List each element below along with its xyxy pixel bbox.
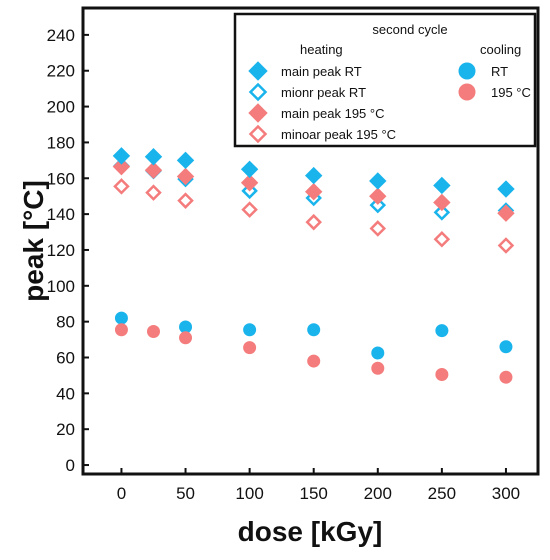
legend-label: minoar peak 195 °C: [281, 127, 396, 142]
y-tick-label: 80: [56, 313, 75, 332]
data-point: [305, 213, 322, 231]
legend-label: main peak 195 °C: [281, 106, 384, 121]
data-point: [112, 147, 131, 165]
data-point: [433, 193, 451, 212]
x-axis-title: dose [kGy]: [238, 516, 383, 547]
data-point: [243, 323, 257, 337]
data-point: [179, 320, 193, 334]
y-tick-label: 240: [47, 26, 75, 45]
data-point: [499, 340, 513, 354]
legend-label: main peak RT: [281, 64, 362, 79]
y-tick-label: 120: [47, 241, 75, 260]
data-point: [304, 166, 323, 185]
data-point: [240, 174, 259, 192]
data-point: [433, 204, 451, 221]
y-tick-label: 100: [47, 277, 75, 296]
data-point: [499, 370, 513, 384]
data-point: [497, 204, 515, 222]
data-point: [177, 192, 194, 209]
data-point: [433, 230, 451, 248]
plot-frame: [81, 6, 540, 476]
data-point: [304, 183, 323, 201]
data-point: [146, 325, 160, 339]
y-tick-label: 140: [47, 205, 75, 224]
data-point: [307, 354, 321, 368]
data-point: [371, 346, 385, 360]
data-point: [369, 220, 387, 237]
data-point: [243, 341, 257, 355]
y-tick-labels: 0 20 40 60 80 100 120 140 160 180 200 220 240: [47, 26, 75, 475]
legend-marker: [248, 103, 268, 123]
data-point: [176, 151, 195, 170]
x-tick-labels: 0 50 100 150 200 250 300: [117, 484, 520, 503]
data-point: [435, 368, 449, 382]
legend-marker: [248, 82, 268, 102]
legend-heating-header: heating: [300, 42, 343, 57]
y-tick-label: 220: [47, 62, 75, 81]
y-tick-label: 200: [47, 98, 75, 117]
data-point: [307, 323, 321, 337]
x-tick-label: 100: [235, 484, 263, 503]
x-tick-label: 250: [428, 484, 456, 503]
legend-cooling-header: cooling: [480, 42, 521, 57]
legend-box: [233, 12, 537, 148]
y-axis-title: peak [°C]: [18, 180, 49, 302]
legend-marker: [248, 124, 268, 144]
data-point: [114, 323, 128, 337]
x-tick-label: 200: [364, 484, 392, 503]
data-point: [145, 184, 162, 201]
legend: second cycle heating cooling main peak R…: [233, 12, 537, 148]
legend-marker: [458, 62, 476, 80]
y-tick-label: 160: [47, 169, 75, 188]
data-point: [369, 196, 387, 214]
y-tick-label: 0: [66, 456, 75, 475]
data-point: [112, 157, 131, 176]
data-point: [497, 180, 515, 198]
data-point: [241, 182, 258, 200]
data-point: [433, 176, 451, 195]
legend-marker: [458, 83, 476, 101]
x-tick-label: 0: [117, 484, 126, 503]
x-tick-label: 300: [492, 484, 520, 503]
legend-label: 195 °C: [491, 85, 531, 100]
legend-title: second cycle: [372, 22, 447, 37]
data-point: [369, 172, 387, 190]
legend-marker: [248, 61, 268, 81]
data-point: [369, 187, 387, 205]
legend-label: RT: [491, 64, 508, 79]
y-tick-label: 60: [56, 349, 75, 368]
data-point: [371, 361, 385, 375]
legend-entries: main peak RT mionr peak RT main peak 195 °…: [248, 61, 531, 144]
y-tick-label: 180: [47, 133, 75, 152]
data-point: [114, 311, 128, 325]
data-point: [435, 324, 449, 338]
y-tick-label: 40: [56, 384, 75, 403]
data-markers: [112, 147, 515, 384]
x-tick-label: 150: [300, 484, 328, 503]
data-point: [113, 178, 130, 195]
data-point: [144, 161, 163, 179]
x-tick-label: 50: [176, 484, 195, 503]
y-tick-label: 20: [56, 420, 75, 439]
data-point: [179, 331, 193, 345]
data-point: [241, 201, 258, 218]
data-point: [497, 237, 515, 254]
data-point: [176, 167, 195, 186]
legend-label: mionr peak RT: [281, 85, 366, 100]
data-point: [240, 160, 259, 179]
data-point: [144, 148, 163, 166]
